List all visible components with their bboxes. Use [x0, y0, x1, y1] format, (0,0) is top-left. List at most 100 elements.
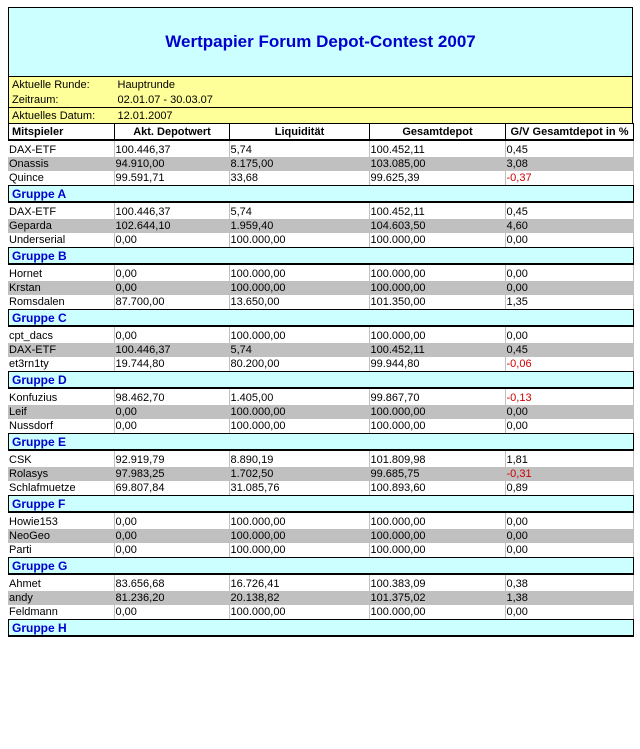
- player-name-cell: DAX-ETF: [9, 206, 57, 218]
- group-table: Gruppe A: [8, 185, 635, 203]
- group-title: Gruppe A: [8, 185, 634, 203]
- table-row: Hornet 0,00 100.000,00 100.000,00 0,00: [8, 267, 634, 281]
- value-cell: 100.893,60: [368, 481, 505, 495]
- player-name-cell: Onassis: [9, 158, 49, 170]
- value-cell: 20.138,82: [228, 591, 369, 605]
- player-name-cell: Leif: [9, 406, 27, 418]
- info-label-datum: Aktuelles Datum:: [8, 107, 115, 124]
- value-cell: 0,45: [504, 205, 634, 219]
- table-row: Underserial 0,00 100.000,00 100.000,00 0,00: [8, 233, 634, 247]
- value-cell: 0,00: [504, 605, 634, 619]
- value-cell: 100.452,11: [368, 343, 505, 357]
- value-cell: 0,89: [504, 481, 634, 495]
- value-cell: 8.175,00: [228, 157, 369, 171]
- group-table: Gruppe F: [8, 495, 634, 513]
- group-table: Gruppe B: [8, 247, 634, 265]
- value-cell: 5,74: [228, 143, 369, 157]
- group-table: Gruppe D: [8, 371, 634, 389]
- group-table: Gruppe C: [8, 309, 634, 327]
- table-row: Krstan 0,00 100.000,00 100.000,00 0,00: [8, 281, 634, 295]
- page-title: Wertpapier Forum Depot-Contest 2007: [165, 32, 476, 51]
- value-cell: 100.000,00: [368, 281, 505, 295]
- player-name-cell: DAX-ETF: [9, 344, 57, 356]
- value-cell: 100.452,11: [368, 143, 505, 157]
- value-cell: 100.000,00: [228, 329, 369, 343]
- value-cell: 0,00: [113, 267, 229, 281]
- player-name-cell: Rolasys: [9, 468, 49, 480]
- group-header-row: Gruppe D: [8, 371, 634, 389]
- player-name-cell: andy: [9, 592, 33, 604]
- group-title: Gruppe H: [8, 619, 634, 637]
- value-cell: 0,00: [113, 233, 229, 247]
- table-row: Quince 99.591,71 33,68 99.625,39 -0,37: [8, 171, 634, 185]
- table-row: Rolasys 97.983,25 1.702,50 99.685,75 -0,31: [8, 467, 634, 481]
- group-title: Gruppe D: [8, 371, 634, 389]
- group-title: Gruppe G: [8, 557, 634, 575]
- value-cell: 103.085,00: [368, 157, 505, 171]
- value-cell: 100.000,00: [368, 605, 505, 619]
- table-row: Leif 0,00 100.000,00 100.000,00 0,00: [8, 405, 634, 419]
- column-header-gesamtdepot: Gesamtdepot: [369, 123, 506, 141]
- group-header-row: Gruppe H: [8, 619, 634, 637]
- table-row: Parti 0,00 100.000,00 100.000,00 0,00: [8, 543, 634, 557]
- value-cell: 80.200,00: [228, 357, 369, 371]
- player-name-cell: Quince: [9, 172, 44, 184]
- player-name-cell: Geparda: [9, 220, 52, 232]
- group-title: Gruppe E: [8, 433, 634, 451]
- column-header-liquiditaet: Liquidität: [229, 123, 370, 141]
- group-table: Gruppe H: [8, 619, 634, 637]
- title-banner: Wertpapier Forum Depot-Contest 2007: [8, 7, 633, 77]
- group-spacer: cpt_dacs 0,00 100.000,00 100.000,00 0,00 DAX-…: [8, 327, 634, 371]
- value-cell: 8.890,19: [228, 453, 369, 467]
- player-name-cell: Hornet: [9, 268, 43, 280]
- value-cell: -0,37: [504, 171, 634, 185]
- group-table: Gruppe G: [8, 557, 635, 575]
- value-cell: 0,00: [504, 267, 634, 281]
- value-cell: 100.446,37: [113, 143, 229, 157]
- table-row: DAX-ETF 100.446,37 5,74 100.452,11 0,45: [8, 143, 634, 157]
- table-row: Nussdorf 0,00 100.000,00 100.000,00 0,00: [8, 419, 634, 433]
- value-cell: 83.656,68: [113, 577, 229, 591]
- value-cell: 100.000,00: [368, 267, 505, 281]
- value-cell: 102.644,10: [113, 219, 229, 233]
- table-row: et3rn1ty 19.744,80 80.200,00 99.944,80 -0,06: [8, 357, 634, 371]
- table-row: Onassis 94.910,00 8.175,00 103.085,00 3,08: [8, 157, 634, 171]
- player-name-cell: Ahmet: [9, 578, 41, 590]
- table-row: DAX-ETF 100.446,37 5,74 100.452,11 0,45: [8, 205, 634, 219]
- value-cell: 1.959,40: [228, 219, 369, 233]
- value-cell: 0,00: [113, 419, 229, 433]
- value-cell: 97.983,25: [113, 467, 229, 481]
- player-name-cell: Konfuzius: [9, 392, 58, 404]
- group-header-row: Gruppe C: [8, 309, 634, 327]
- value-cell: 0,00: [504, 543, 634, 557]
- group-spacer: CSK 92.919,79 8.890,19 101.809,98 1,81 Rolasy…: [8, 451, 634, 495]
- column-header-gv: G/V Gesamtdepot in %: [505, 123, 634, 141]
- info-label-zeitraum: Zeitraum:: [12, 93, 59, 106]
- value-cell: 0,45: [504, 343, 634, 357]
- group-header-row: Gruppe E: [8, 433, 634, 451]
- info-row-datum: Aktuelles Datum: 12.01.2007: [8, 107, 633, 124]
- group-spacer: Ahmet 83.656,68 16.726,41 100.383,09 0,38 and…: [8, 575, 634, 619]
- value-cell: 100.000,00: [228, 515, 369, 529]
- table-row: Geparda 102.644,10 1.959,40 104.603,50 4,60: [8, 219, 634, 233]
- table-row: cpt_dacs 0,00 100.000,00 100.000,00 0,00: [8, 329, 634, 343]
- player-name-cell: Nussdorf: [9, 420, 54, 432]
- player-name-cell: Romsdalen: [9, 296, 65, 308]
- player-name-cell: NeoGeo: [9, 530, 50, 542]
- value-cell: 69.807,84: [113, 481, 229, 495]
- value-cell: 100.446,37: [113, 205, 229, 219]
- table-row: Schlafmuetze 69.807,84 31.085,76 100.893,60…: [8, 481, 634, 495]
- value-cell: 19.744,80: [113, 357, 229, 371]
- value-cell: 92.919,79: [113, 453, 229, 467]
- value-cell: 0,00: [113, 529, 229, 543]
- value-cell: 98.462,70: [113, 391, 229, 405]
- group-title: Gruppe B: [8, 247, 634, 265]
- value-cell: 99.944,80: [368, 357, 505, 371]
- value-cell: 81.236,20: [113, 591, 229, 605]
- table-row: Romsdalen 87.700,00 13.650,00 101.350,00 1,3…: [8, 295, 634, 309]
- contest-info-table: Aktuelle Runde: Hauptrunde Zeitraum: 02.…: [8, 76, 633, 124]
- value-cell: 33,68: [228, 171, 369, 185]
- value-cell: 0,00: [504, 405, 634, 419]
- value-cell: 0,00: [113, 515, 229, 529]
- value-cell: 100.000,00: [228, 529, 369, 543]
